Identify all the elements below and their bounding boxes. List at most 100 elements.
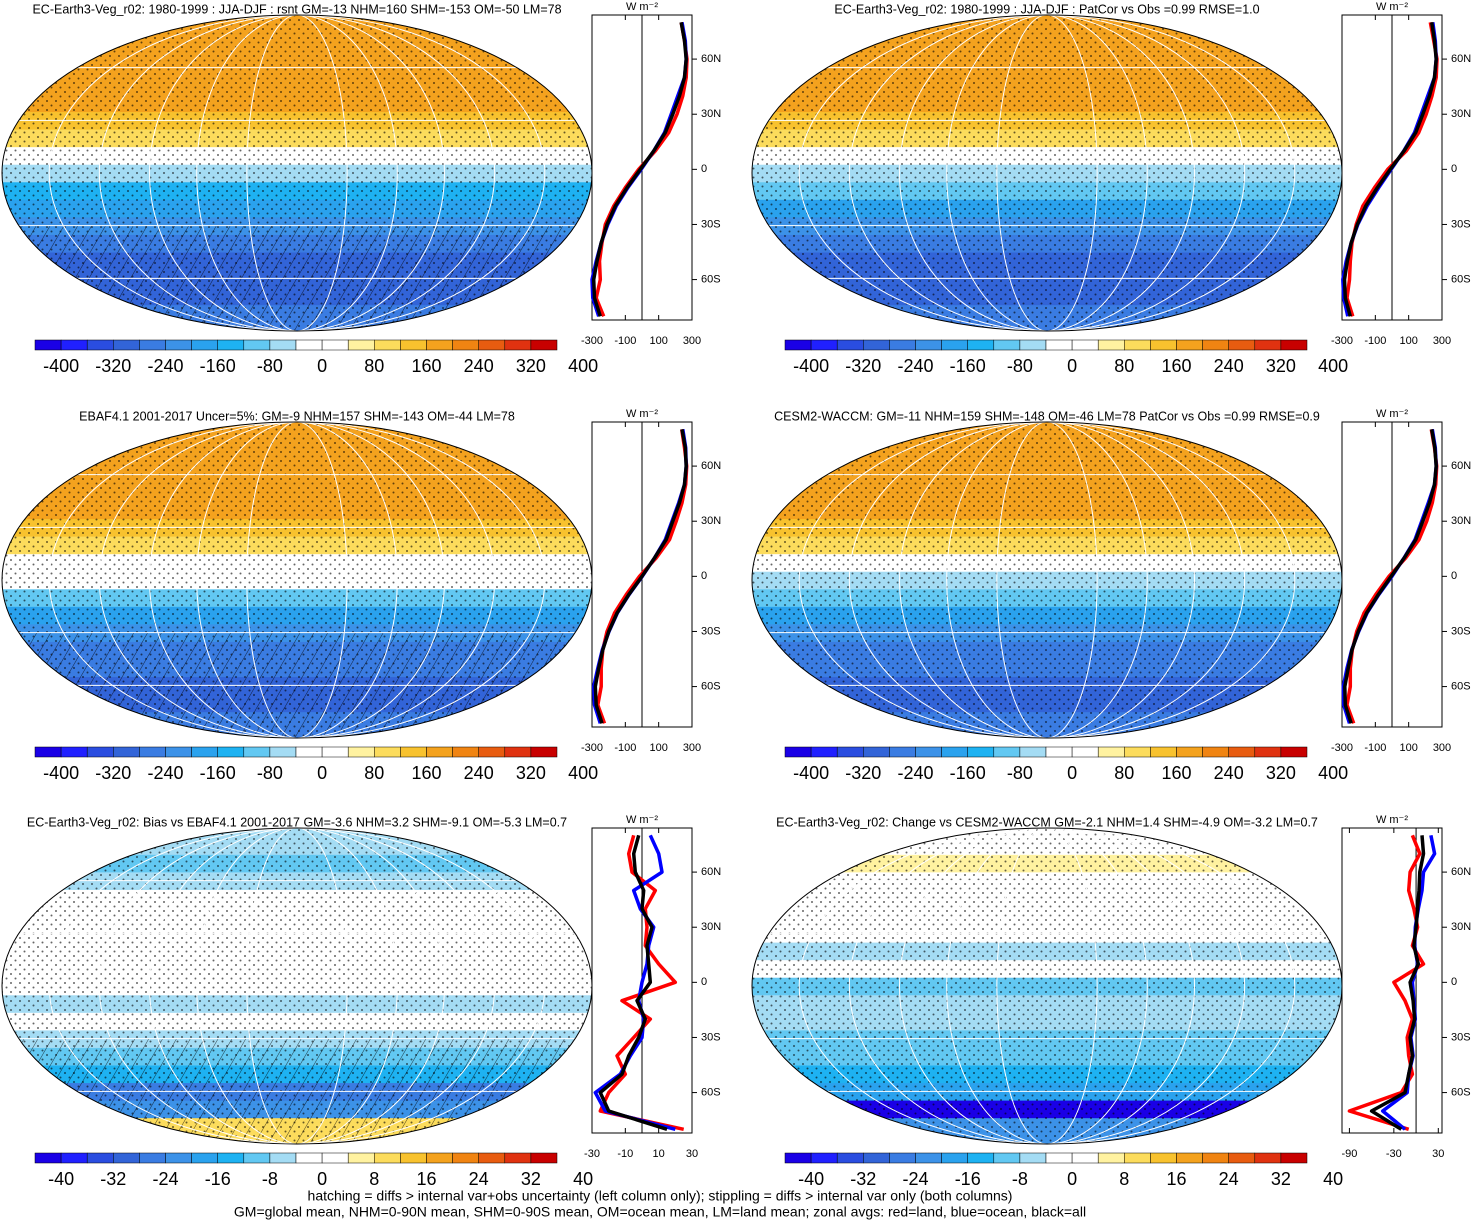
colorbar-label: -32 (100, 1169, 126, 1189)
colorbar-label: -160 (950, 356, 986, 376)
x-tick-label: 30 (1432, 1148, 1444, 1160)
meridian (996, 828, 1098, 1144)
meridian (149, 15, 445, 331)
colorbar-box (191, 339, 218, 351)
x-tick-label: -30 (584, 1148, 600, 1160)
y-tick-label: 60S (701, 273, 721, 285)
colorbar-box (1228, 339, 1256, 351)
colorbar-label: 240 (464, 763, 494, 783)
panel-title: EC-Earth3-Veg_r02: Change vs CESM2-WACCM… (776, 815, 1318, 829)
colorbar-label: 40 (573, 1169, 593, 1189)
colorbar-label: 8 (369, 1169, 379, 1189)
colorbar-label: -320 (95, 763, 131, 783)
colorbar-label: 80 (364, 763, 384, 783)
colorbar-box (1254, 746, 1282, 758)
colorbar-box (941, 746, 968, 758)
colorbar-label: 80 (1114, 356, 1134, 376)
y-tick-label: 30N (701, 921, 721, 933)
colorbar-box (113, 1152, 140, 1164)
meridian (98, 15, 496, 331)
colorbar-box (243, 339, 271, 351)
y-tick-label: 0 (1451, 570, 1457, 582)
x-tick-label: -100 (1364, 742, 1386, 754)
x-tick-label: -300 (581, 335, 603, 347)
map (2, 15, 592, 331)
colorbar-label: 320 (516, 763, 546, 783)
colorbar-label: -32 (850, 1169, 876, 1189)
colorbar-box (863, 1152, 890, 1164)
colorbar-label: 0 (1067, 763, 1077, 783)
colorbar-box (1176, 746, 1203, 758)
colorbar-box (993, 1152, 1021, 1164)
colorbar-label: -80 (257, 763, 283, 783)
colorbar-box (243, 746, 271, 758)
footer-line: hatching = diffs > internal var+obs unce… (308, 1188, 1013, 1204)
meridian (798, 422, 1296, 738)
meridian (196, 422, 398, 738)
colorbar-label: -24 (902, 1169, 928, 1189)
colorbar-box (784, 746, 812, 758)
colorbar-box (347, 746, 375, 758)
y-tick-label: 30S (701, 1031, 721, 1043)
colorbar-box (452, 339, 479, 351)
colorbar-label: -240 (897, 763, 933, 783)
colorbar-box (530, 1152, 558, 1164)
colorbar-box (993, 746, 1021, 758)
map (752, 828, 1342, 1144)
colorbar-label: -320 (95, 356, 131, 376)
meridian (848, 15, 1246, 331)
footer-line: GM=global mean, NHM=0-90N mean, SHM=0-90… (234, 1204, 1086, 1220)
colorbar-box (1019, 339, 1047, 351)
colorbar-box (915, 339, 942, 351)
colorbar-box (1124, 339, 1151, 351)
colorbar-box (269, 339, 297, 351)
x-tick-label: 300 (1433, 335, 1451, 347)
colorbar-box (1228, 746, 1256, 758)
y-tick-label: 0 (701, 570, 707, 582)
colorbar-box (1097, 746, 1125, 758)
colorbar-label: 240 (1214, 763, 1244, 783)
colorbar-box (1254, 339, 1282, 351)
colorbar-label: -400 (43, 356, 79, 376)
colorbar-box (452, 746, 479, 758)
colorbar-box (165, 339, 192, 351)
colorbar-box (139, 746, 166, 758)
map (752, 422, 1342, 738)
colorbar-box (863, 746, 890, 758)
colorbar-box (243, 1152, 271, 1164)
colorbar-box (374, 1152, 401, 1164)
colorbar-label: -80 (1007, 763, 1033, 783)
colorbar-box (60, 746, 88, 758)
y-tick-label: 30S (701, 218, 721, 230)
colorbar-box (113, 339, 140, 351)
colorbar-box (217, 746, 245, 758)
x-tick-label: 10 (653, 1148, 665, 1160)
colorbar-box (1150, 1152, 1177, 1164)
colorbar-box (269, 746, 297, 758)
y-tick-label: 60S (1451, 1086, 1471, 1098)
colorbar-label: 16 (416, 1169, 436, 1189)
y-tick-label: 60N (1451, 53, 1471, 65)
colorbar-box (86, 1152, 114, 1164)
x-tick-label: -10 (617, 1148, 633, 1160)
colorbar-label: -160 (200, 356, 236, 376)
map (2, 828, 592, 1144)
x-axis-unit: W m⁻² (626, 814, 658, 826)
colorbar-box (784, 339, 812, 351)
colorbar-box (269, 1152, 297, 1164)
meridian (946, 828, 1148, 1144)
colorbar-label: 0 (317, 1169, 327, 1189)
colorbar-box (915, 1152, 942, 1164)
colorbar-label: -8 (1012, 1169, 1028, 1189)
x-axis-unit: W m⁻² (1376, 1, 1408, 13)
colorbar-box (504, 1152, 532, 1164)
colorbar-box (1071, 339, 1099, 351)
colorbar-label: -40 (48, 1169, 74, 1189)
x-tick-label: -100 (614, 742, 636, 754)
colorbar-label: 400 (1318, 356, 1348, 376)
colorbar-box (113, 746, 140, 758)
colorbar-label: 40 (1323, 1169, 1343, 1189)
x-tick-label: -300 (1331, 335, 1353, 347)
stippling (752, 422, 1342, 738)
